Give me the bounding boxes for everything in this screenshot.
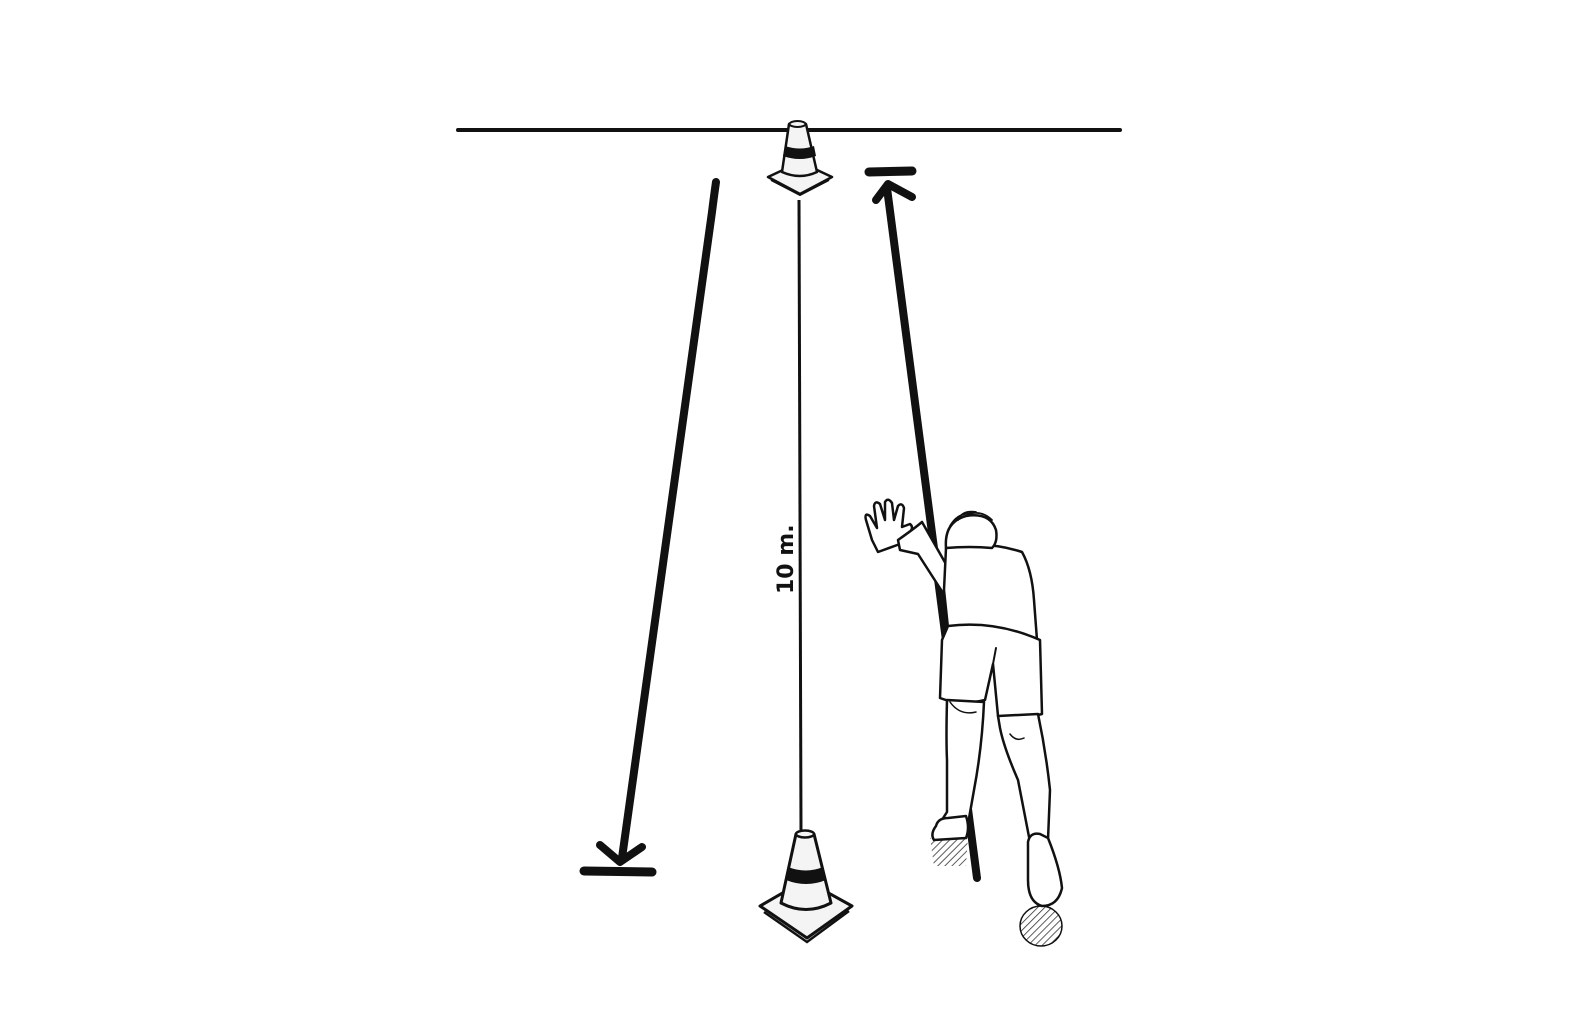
traffic-cone-icon (766, 120, 834, 197)
measurement-line (797, 199, 803, 833)
runner-figure (864, 498, 1064, 947)
distance-label: 10 m. (774, 524, 799, 594)
traffic-cone-icon (758, 829, 854, 944)
arrow-down-icon (579, 178, 720, 877)
